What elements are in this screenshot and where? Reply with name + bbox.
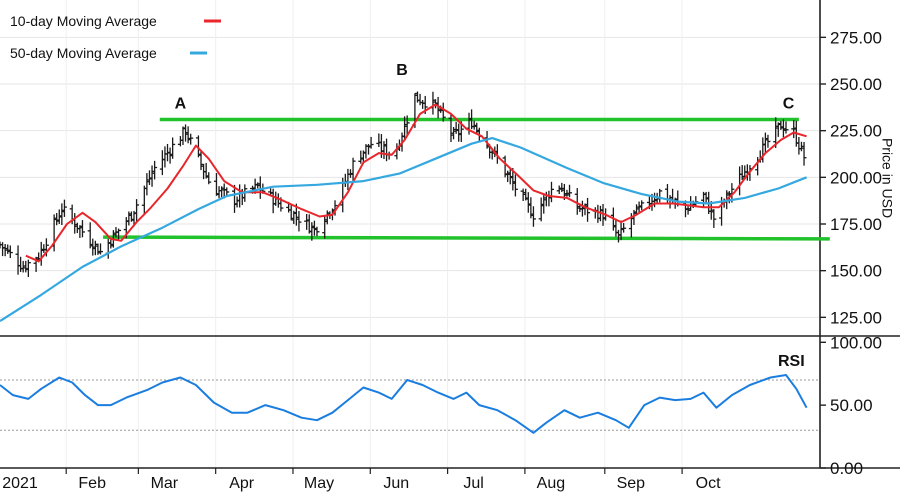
price-tick-label: 175.00: [830, 215, 882, 234]
month-tick-label: Jul: [463, 475, 483, 492]
trendlines: [103, 117, 830, 241]
month-tick-label: Aug: [537, 475, 565, 492]
rsi-tick-labels: 0.00 50.00 100.00: [830, 333, 882, 478]
month-tick-label: Feb: [78, 475, 106, 492]
rsi-line: [0, 374, 808, 434]
month-tick-label: Mar: [151, 475, 179, 492]
ma50-line: [0, 137, 808, 323]
rsi-tick-label: 100.00: [830, 333, 882, 352]
month-tick-label: Apr: [229, 475, 255, 492]
price-tick-label: 275.00: [830, 28, 882, 47]
month-tick-label: 2021: [2, 475, 38, 492]
price-tick-label: 200.00: [830, 168, 882, 187]
month-tick-labels: 2021 Feb Mar Apr May Jun Jul Aug Sep Oct: [2, 468, 721, 492]
price-tick-label: 125.00: [830, 308, 882, 327]
annotation-label: A: [175, 96, 187, 113]
month-tick-label: Sep: [617, 475, 646, 492]
rsi-series: [0, 374, 808, 434]
annotation-label: C: [783, 96, 795, 113]
ma10-line: [25, 103, 807, 263]
legend: 10-day Moving Average 50-day Moving Aver…: [10, 13, 221, 61]
legend-label-50day: 50-day Moving Average: [10, 45, 157, 61]
month-tick-label: Oct: [696, 475, 721, 492]
month-tick-label: May: [304, 475, 334, 492]
annotation-label: B: [396, 62, 408, 79]
rsi-tick-label: 0.00: [830, 459, 863, 478]
price-tick-label: 250.00: [830, 75, 882, 94]
moving-averages: [0, 103, 808, 323]
month-tick-label: Jun: [383, 475, 409, 492]
price-grid: [0, 0, 826, 468]
support-trendline: [103, 235, 830, 241]
price-tick-labels: 125.00 150.00 175.00 200.00 225.00 250.00 275.…: [830, 28, 882, 327]
chart-annotations: A B C: [175, 62, 795, 113]
price-tick-label: 150.00: [830, 262, 882, 281]
price-axis-label: Price in USD: [879, 138, 895, 218]
price-tick-label: 225.00: [830, 122, 882, 141]
rsi-title: RSI: [778, 353, 805, 370]
rsi-tick-label: 50.00: [830, 396, 873, 415]
legend-label-10day: 10-day Moving Average: [10, 13, 157, 29]
